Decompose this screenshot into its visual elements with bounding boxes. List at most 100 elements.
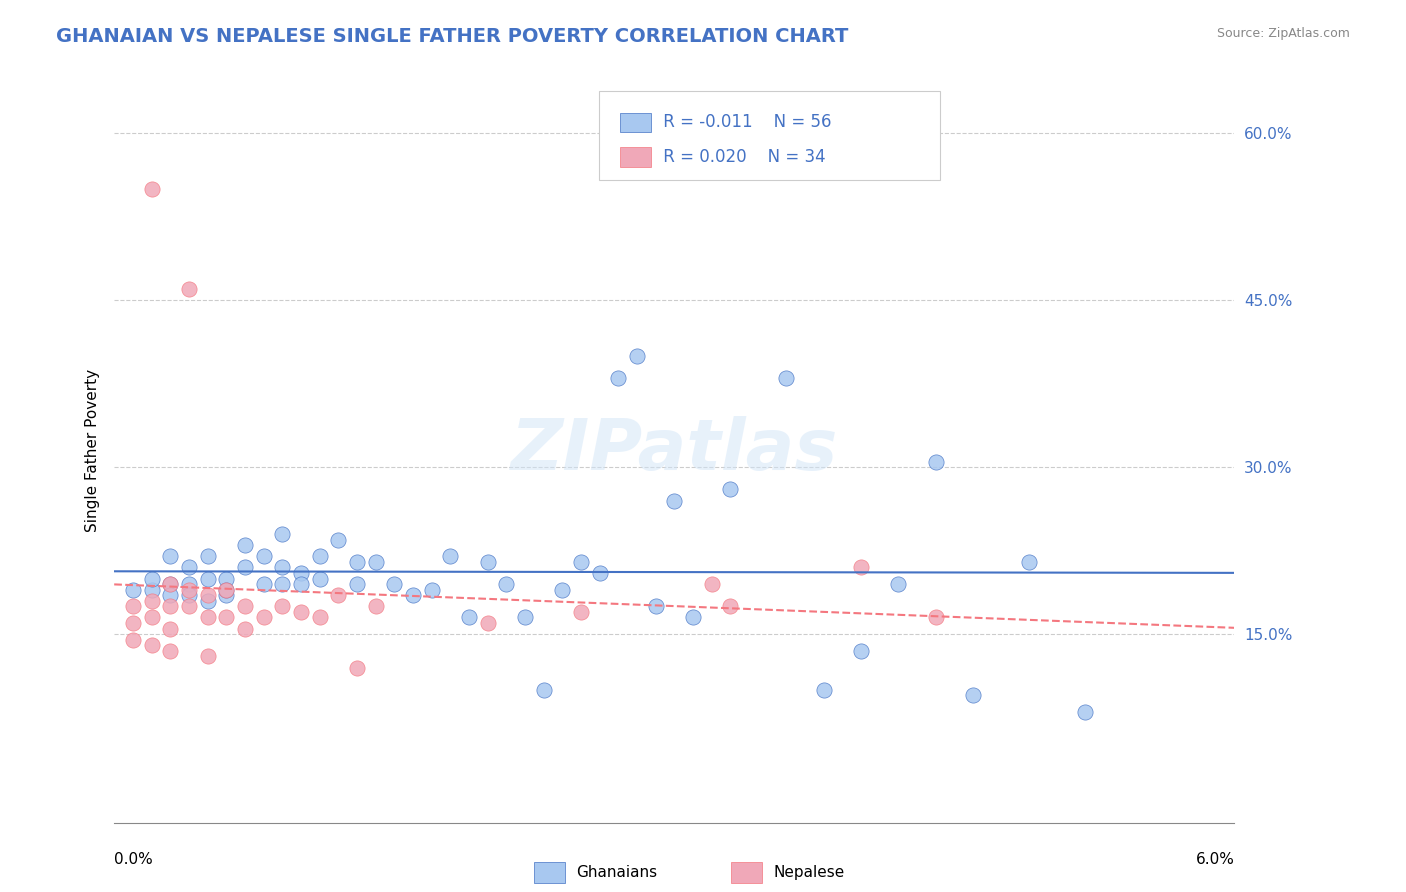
Text: 0.0%: 0.0%	[114, 852, 153, 867]
Point	[215, 588, 238, 602]
Point	[290, 566, 312, 580]
Point	[588, 566, 610, 580]
Point	[159, 644, 181, 658]
Point	[775, 371, 797, 385]
Point	[271, 599, 294, 614]
Point	[364, 599, 387, 614]
Point	[290, 577, 312, 591]
Point	[682, 610, 704, 624]
Point	[177, 560, 200, 574]
Point	[382, 577, 405, 591]
Point	[664, 493, 686, 508]
Point	[718, 483, 741, 497]
Point	[159, 577, 181, 591]
Point	[252, 549, 274, 564]
Point	[177, 588, 200, 602]
Point	[308, 572, 330, 586]
Point	[197, 588, 219, 602]
Point	[328, 588, 350, 602]
Point	[420, 582, 443, 597]
Point	[849, 560, 872, 574]
Point	[215, 582, 238, 597]
Point	[233, 622, 256, 636]
Point	[533, 682, 555, 697]
Point	[644, 599, 666, 614]
Point	[121, 582, 143, 597]
Point	[495, 577, 517, 591]
Text: GHANAIAN VS NEPALESE SINGLE FATHER POVERTY CORRELATION CHART: GHANAIAN VS NEPALESE SINGLE FATHER POVER…	[56, 27, 849, 45]
Point	[328, 533, 350, 547]
Point	[346, 577, 368, 591]
Point	[477, 615, 499, 630]
Point	[159, 622, 181, 636]
Point	[215, 572, 238, 586]
Point	[177, 577, 200, 591]
Point	[141, 638, 163, 652]
Point	[513, 610, 536, 624]
Point	[197, 594, 219, 608]
Point	[308, 549, 330, 564]
Point	[159, 588, 181, 602]
Point	[569, 605, 592, 619]
Point	[402, 588, 425, 602]
Point	[308, 610, 330, 624]
Point	[141, 610, 163, 624]
Point	[197, 610, 219, 624]
Point	[1018, 555, 1040, 569]
Point	[271, 560, 294, 574]
Point	[887, 577, 910, 591]
Point	[159, 577, 181, 591]
Point	[1074, 705, 1097, 719]
Point	[458, 610, 481, 624]
Point	[233, 538, 256, 552]
Point	[141, 594, 163, 608]
Point	[197, 649, 219, 664]
Point	[626, 349, 648, 363]
Point	[215, 610, 238, 624]
Point	[924, 610, 946, 624]
Point	[607, 371, 630, 385]
Point	[177, 582, 200, 597]
Text: 6.0%: 6.0%	[1195, 852, 1234, 867]
Point	[197, 549, 219, 564]
Point	[290, 605, 312, 619]
Point	[924, 454, 946, 468]
Point	[121, 632, 143, 647]
Text: R = 0.020    N = 34: R = 0.020 N = 34	[658, 148, 825, 166]
Point	[159, 599, 181, 614]
Text: Nepalese: Nepalese	[773, 865, 845, 880]
Point	[197, 572, 219, 586]
Point	[551, 582, 574, 597]
Point	[700, 577, 723, 591]
Point	[813, 682, 835, 697]
Point	[141, 572, 163, 586]
Text: ZIPatlas: ZIPatlas	[510, 416, 838, 485]
Point	[271, 527, 294, 541]
Point	[252, 610, 274, 624]
Text: Ghanaians: Ghanaians	[576, 865, 658, 880]
Point	[233, 599, 256, 614]
Point	[962, 689, 984, 703]
Point	[177, 599, 200, 614]
Point	[141, 582, 163, 597]
Point	[159, 549, 181, 564]
Point	[439, 549, 461, 564]
Point	[718, 599, 741, 614]
Point	[121, 615, 143, 630]
Point	[849, 644, 872, 658]
Text: R = -0.011    N = 56: R = -0.011 N = 56	[658, 113, 831, 131]
Point	[121, 599, 143, 614]
Text: Source: ZipAtlas.com: Source: ZipAtlas.com	[1216, 27, 1350, 40]
Point	[215, 582, 238, 597]
Point	[233, 560, 256, 574]
Point	[569, 555, 592, 569]
Point	[346, 555, 368, 569]
Point	[346, 660, 368, 674]
Y-axis label: Single Father Poverty: Single Father Poverty	[86, 369, 100, 532]
Point	[271, 577, 294, 591]
Point	[177, 282, 200, 296]
Point	[364, 555, 387, 569]
Point	[252, 577, 274, 591]
Point	[477, 555, 499, 569]
Point	[141, 182, 163, 196]
